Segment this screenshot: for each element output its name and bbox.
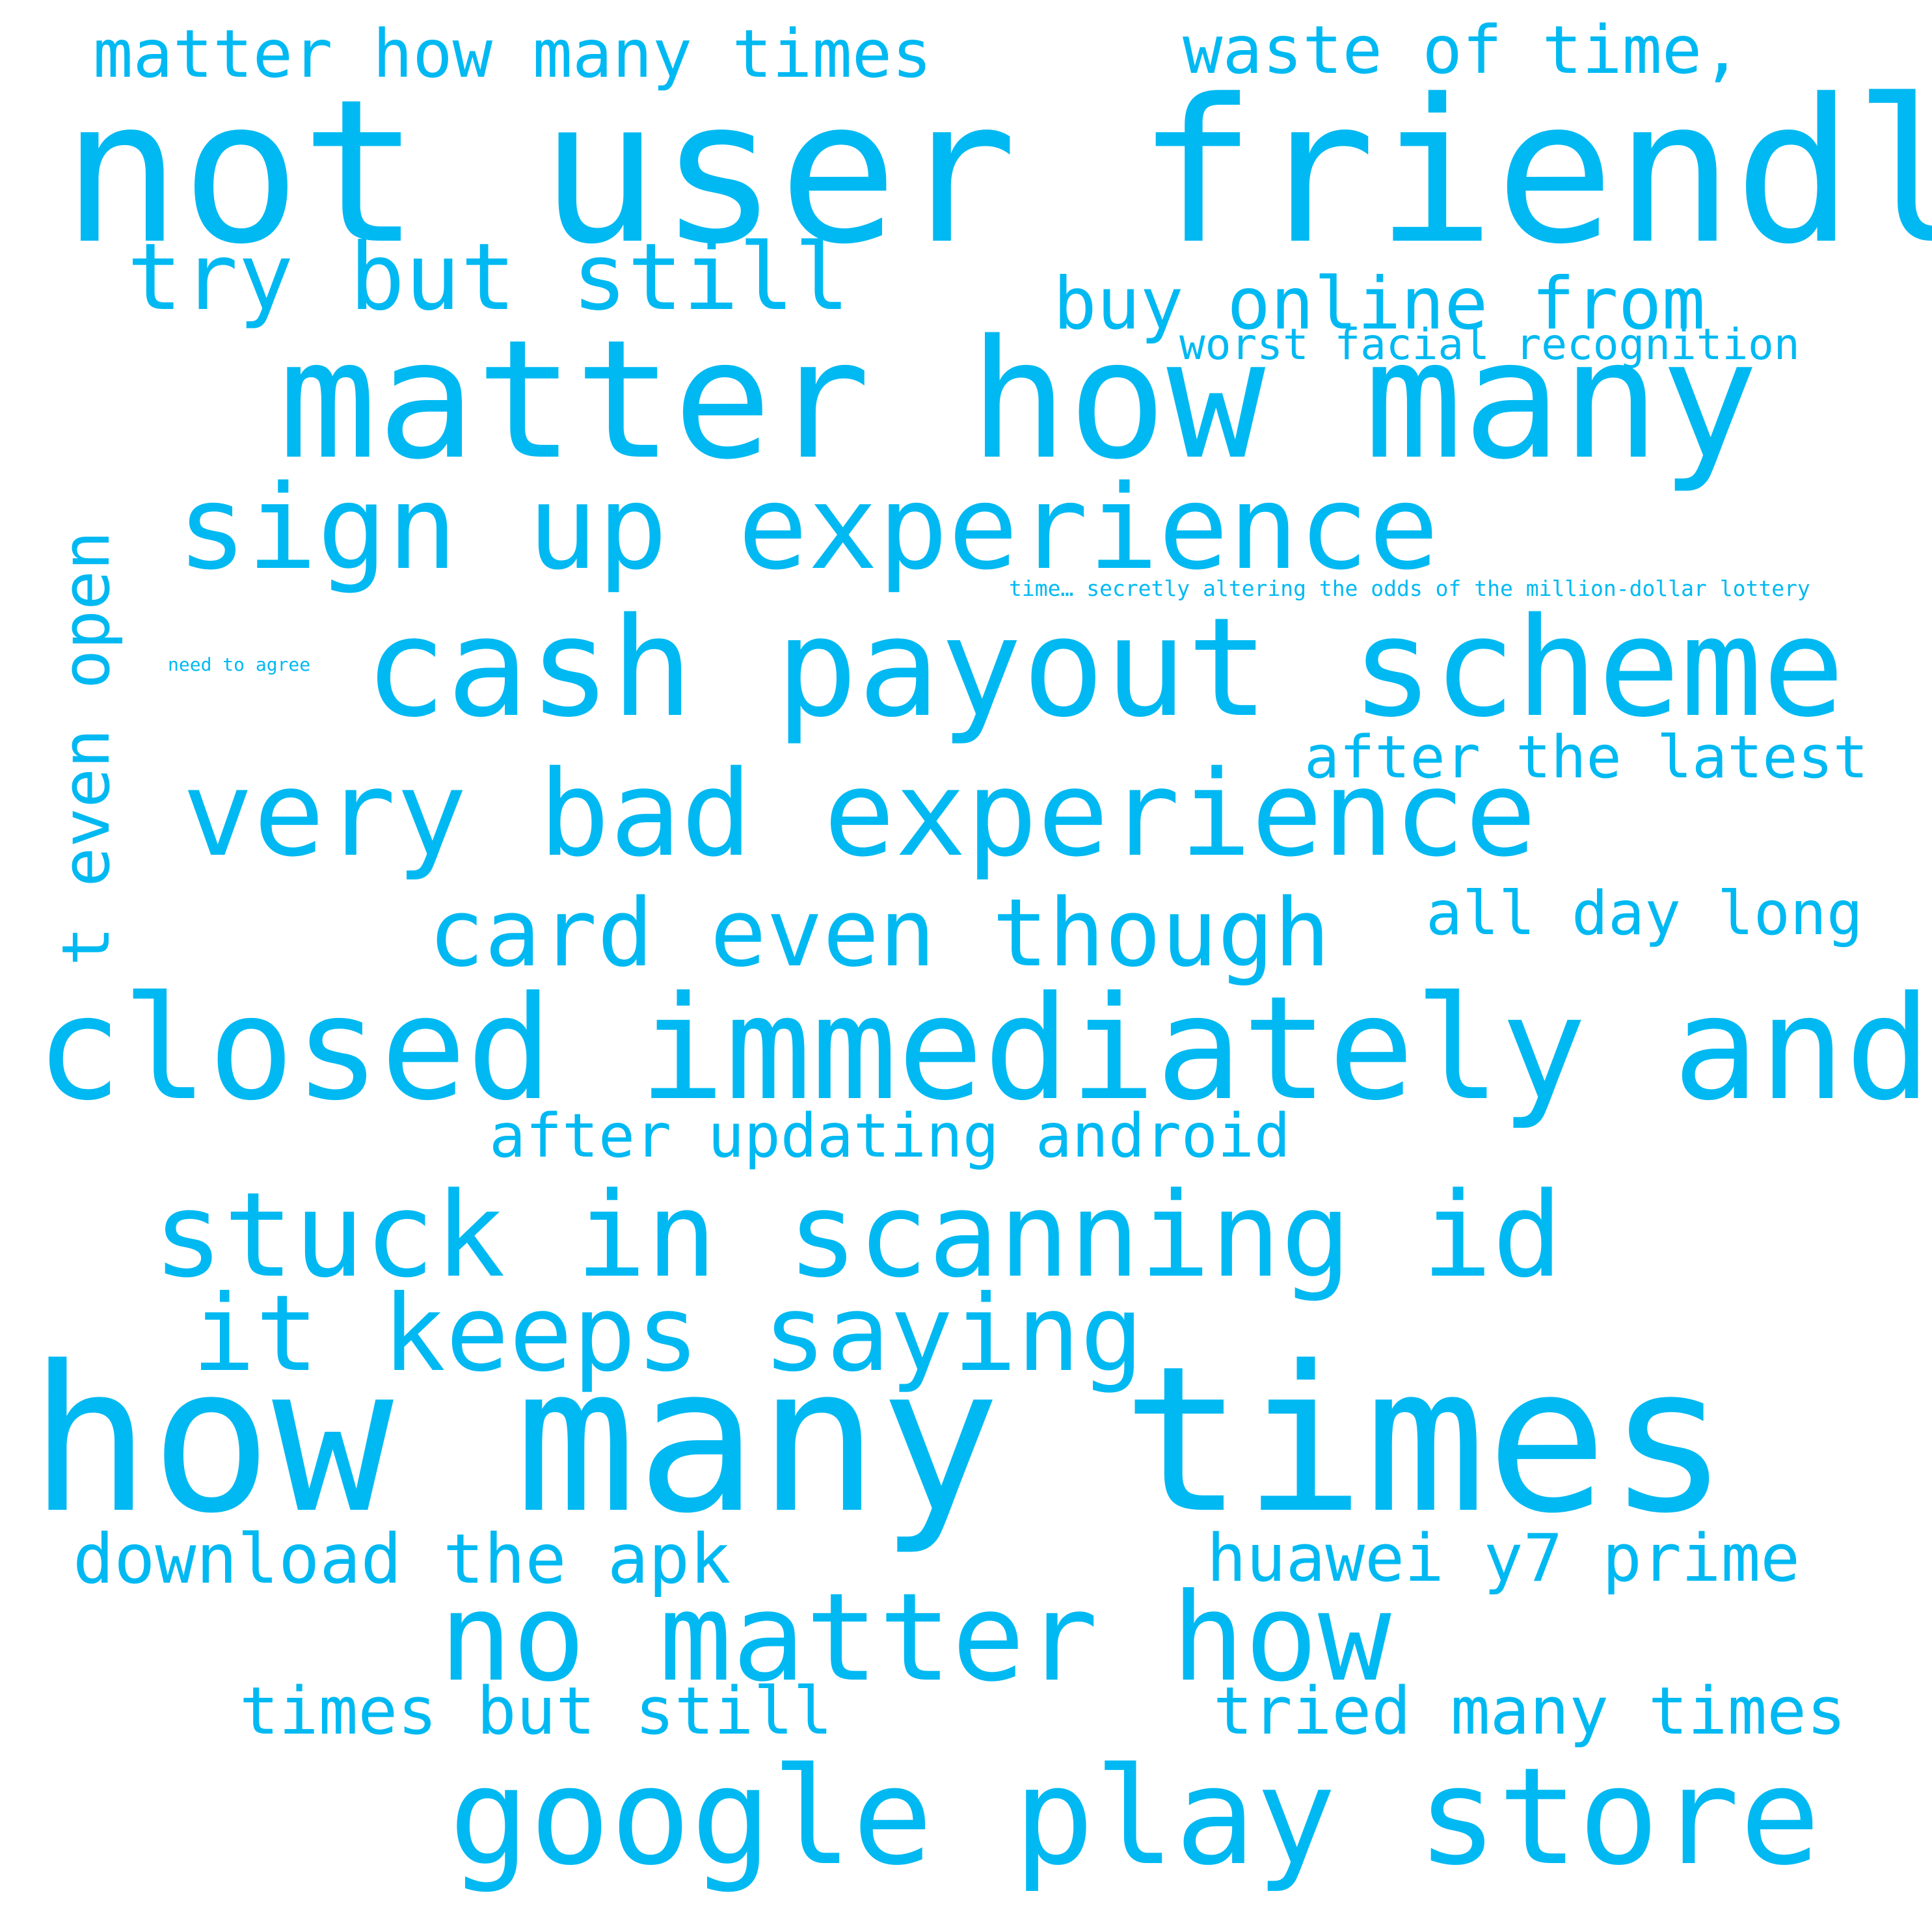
phrase-t-even-open-vertical: t even open [47,531,124,966]
phrase-worst-facial-recognition: worst facial recognition [1179,319,1800,369]
phrase-huawei-y7-prime: huawei y7 prime [1207,1520,1801,1596]
phrase-very-bad-experience: very bad experience [182,745,1536,883]
phrase-time-secretly-altering: time… secretly altering the odds of the … [1009,576,1810,601]
phrase-cash-payout-scheme: cash payout scheme [364,588,1845,747]
phrase-all-day-long: all day long [1426,878,1863,948]
phrase-matter-how-many: matter how many [278,305,1759,496]
phrase-waste-of-time: waste of time, [1183,12,1742,89]
phrase-times-but-still: times but still [239,1672,833,1749]
phrase-closed-immediately-and: closed immediately and [36,965,1931,1132]
phrase-after-the-latest: after the latest [1304,723,1868,792]
phrase-sign-up-experience: sign up experience [177,461,1439,596]
phrase-no-matter-how: no matter how [439,1567,1391,1709]
phrase-buy-online-from: buy online from [1053,262,1706,346]
phrase-matter-how-many-times: matter how many times [93,16,932,93]
phrase-need-to-agree: need to agree [168,654,311,675]
phrase-how-many-times: how many times [29,1323,1729,1558]
phrase-after-updating-android: after updating android [489,1101,1291,1171]
phrase-tried-many-times: tried many times [1213,1672,1846,1749]
phrase-download-the-apk: download the apk [73,1520,731,1599]
phrase-stuck-in-scanning-id: stuck in scanning id [153,1168,1563,1304]
phrase-not-user-friendly: not user friendly [62,57,1932,288]
phrase-google-play-store: google play store [449,1739,1821,1895]
phrase-card-even-though: card even though [428,878,1331,987]
phrase-try-but-still: try but still [127,224,850,331]
phrase-it-keeps-saying: it keeps saying [192,1273,1144,1395]
